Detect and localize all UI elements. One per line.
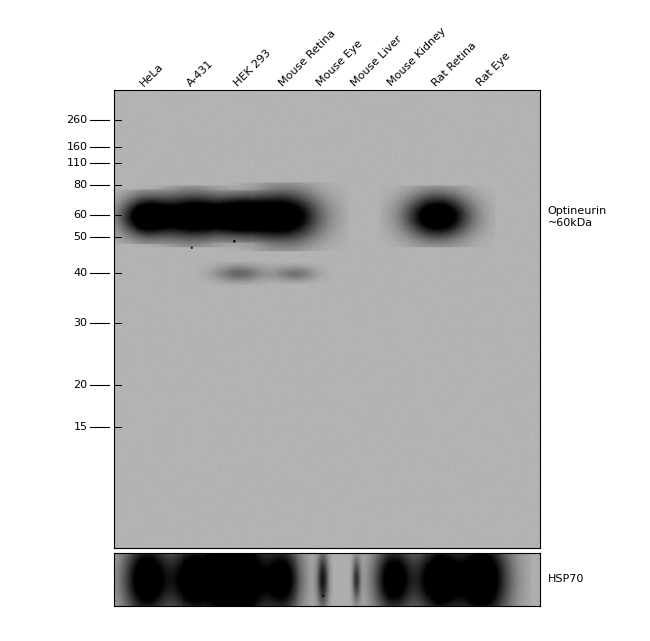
Text: HEK 293: HEK 293: [232, 47, 273, 88]
Text: Mouse Kidney: Mouse Kidney: [385, 26, 448, 88]
Text: HSP70: HSP70: [548, 574, 584, 585]
Text: 260: 260: [66, 115, 88, 124]
Text: 40: 40: [73, 267, 88, 278]
Text: 30: 30: [73, 319, 88, 328]
Text: Rat Retina: Rat Retina: [430, 40, 478, 88]
Text: 15: 15: [73, 422, 88, 431]
Text: 110: 110: [66, 158, 88, 168]
Text: HeLa: HeLa: [138, 61, 166, 88]
Text: Mouse Liver: Mouse Liver: [349, 33, 404, 88]
Text: 160: 160: [66, 142, 88, 151]
Text: 50: 50: [73, 232, 88, 242]
Text: Rat Eye: Rat Eye: [475, 51, 512, 88]
Text: A-431: A-431: [185, 58, 216, 88]
Text: Mouse Retina: Mouse Retina: [277, 28, 337, 88]
Text: Mouse Eye: Mouse Eye: [315, 38, 365, 88]
Text: 20: 20: [73, 380, 88, 390]
Text: 60: 60: [73, 210, 88, 220]
Text: 80: 80: [73, 180, 88, 190]
Text: Optineurin
~60kDa: Optineurin ~60kDa: [548, 206, 607, 228]
